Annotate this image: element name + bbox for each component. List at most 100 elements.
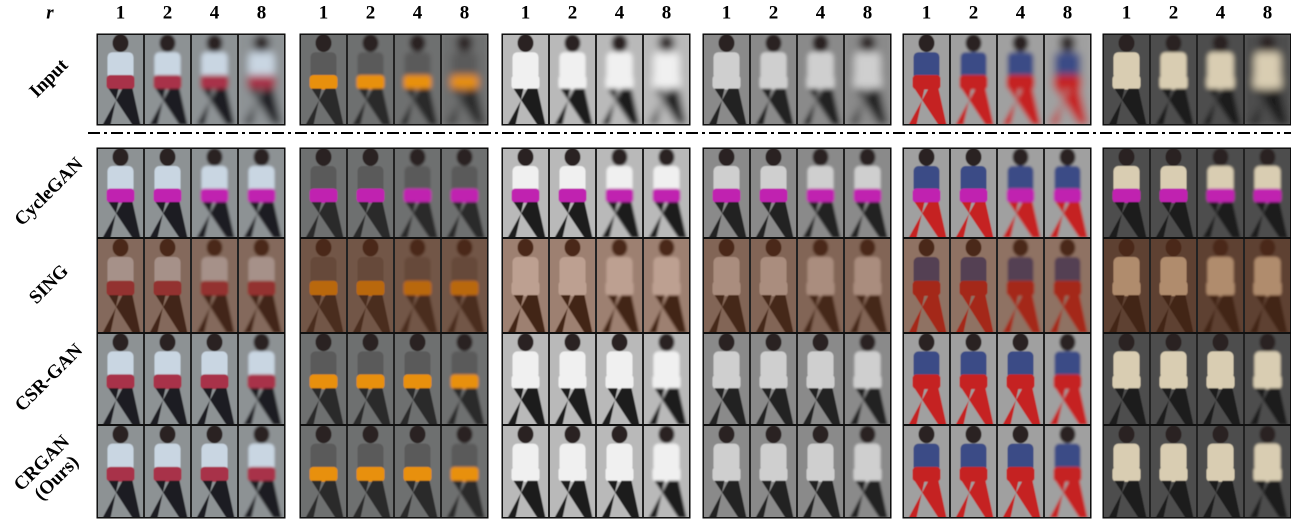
torso <box>107 166 134 193</box>
legs <box>1108 388 1147 425</box>
accent <box>806 280 835 296</box>
image-content <box>1044 148 1091 238</box>
torso <box>201 166 228 193</box>
head <box>859 34 876 53</box>
head <box>253 148 270 166</box>
image-content <box>643 34 690 125</box>
accent <box>1206 74 1235 90</box>
torso <box>606 257 633 286</box>
accent <box>959 74 988 90</box>
legs <box>708 388 747 425</box>
torso <box>960 443 987 472</box>
scale-label: 8 <box>1263 2 1273 23</box>
image-content <box>903 238 950 333</box>
head <box>1259 425 1276 444</box>
accent <box>1053 74 1082 90</box>
torso <box>713 52 740 80</box>
image-cell <box>441 238 488 333</box>
torso <box>760 166 787 193</box>
torso <box>451 443 478 472</box>
image-cell <box>347 34 394 125</box>
torso <box>357 257 384 286</box>
image-cell <box>191 333 238 425</box>
legs <box>149 295 188 333</box>
torso <box>606 443 633 472</box>
person <box>347 34 394 125</box>
torso <box>1207 443 1234 472</box>
torso <box>653 443 680 472</box>
accent <box>605 374 634 390</box>
image-cell <box>844 238 891 333</box>
torso <box>559 52 586 80</box>
torso <box>760 257 787 286</box>
legs <box>955 388 994 425</box>
scale-label: 8 <box>662 2 672 23</box>
head <box>918 333 935 352</box>
accent <box>153 280 182 296</box>
image-content <box>997 333 1044 425</box>
legs <box>1002 202 1041 238</box>
person <box>903 238 950 333</box>
image-content <box>750 333 797 425</box>
head <box>456 333 473 352</box>
group-border <box>1102 424 1291 519</box>
torso <box>1254 443 1281 472</box>
head <box>159 333 176 352</box>
legs <box>849 202 888 238</box>
torso <box>1254 52 1281 80</box>
accent <box>652 280 681 296</box>
person <box>549 425 596 518</box>
image-content <box>441 333 488 425</box>
legs <box>352 388 391 425</box>
accent <box>309 74 338 90</box>
accent <box>1206 188 1235 203</box>
head <box>253 333 270 352</box>
legs <box>1249 480 1288 518</box>
accent <box>853 374 882 390</box>
head <box>362 148 379 166</box>
head <box>159 425 176 444</box>
head <box>965 238 982 257</box>
torso <box>913 166 940 193</box>
head <box>812 425 829 444</box>
accent <box>200 374 229 390</box>
head <box>1165 34 1182 53</box>
person <box>903 148 950 238</box>
head <box>1118 333 1135 352</box>
legs <box>849 295 888 333</box>
torso <box>807 257 834 286</box>
legs <box>507 88 546 125</box>
torso <box>451 351 478 379</box>
head <box>1212 34 1229 53</box>
image-content <box>1197 238 1244 333</box>
image-cell <box>441 333 488 425</box>
legs <box>149 388 188 425</box>
accent <box>1006 280 1035 296</box>
head <box>1259 148 1276 166</box>
accent <box>1159 466 1188 482</box>
scale-label: 4 <box>816 2 826 23</box>
image-cell <box>97 238 144 333</box>
torso <box>451 257 478 286</box>
person <box>643 238 690 333</box>
person <box>144 238 191 333</box>
legs <box>849 388 888 425</box>
image-cell <box>903 238 950 333</box>
image-content <box>903 425 950 518</box>
row-label: SING <box>25 261 73 309</box>
head <box>1259 34 1276 53</box>
image-content <box>1150 333 1197 425</box>
head <box>253 34 270 53</box>
person <box>844 34 891 125</box>
scale-label: 1 <box>521 2 531 23</box>
accent <box>356 280 385 296</box>
accent <box>1253 374 1282 390</box>
image-cell <box>502 238 549 333</box>
image-cell <box>1197 148 1244 238</box>
head <box>1212 238 1229 257</box>
person <box>97 425 144 518</box>
accent <box>558 74 587 90</box>
image-cell <box>643 425 690 518</box>
legs <box>352 202 391 238</box>
image-cell <box>1044 425 1091 518</box>
